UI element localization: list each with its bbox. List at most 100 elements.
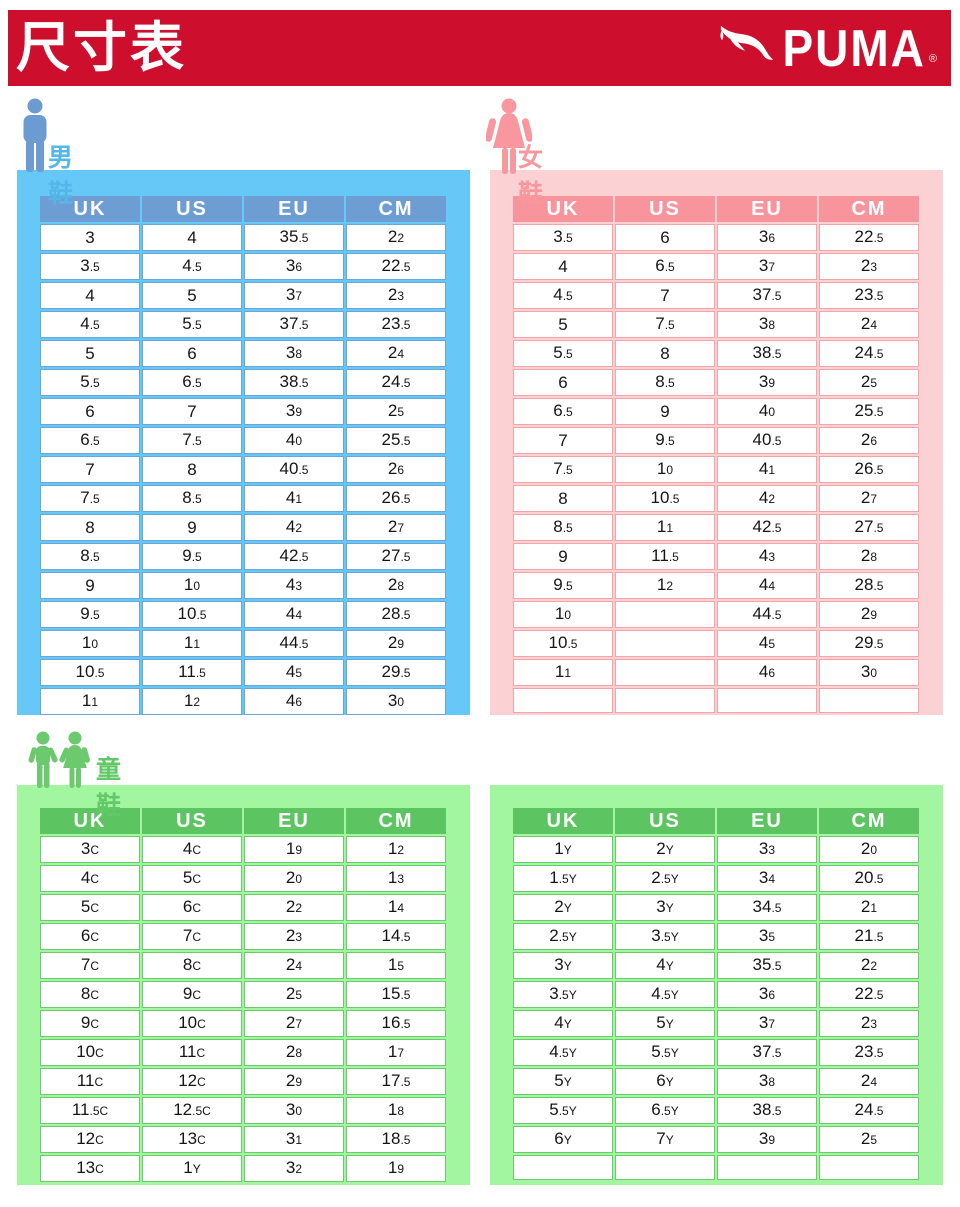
size-row: 2.5Y 3.5Y 35 21.5 bbox=[513, 923, 919, 950]
size-cell: 40.5 bbox=[717, 427, 817, 454]
size-cell bbox=[717, 1155, 817, 1180]
size-cell: 38.5 bbox=[244, 369, 344, 396]
men-panel: UK US EU CM 3 4 35.5 22 3.5 4.5 36 22.5 4 5 37 23 4.5 5.5… bbox=[17, 170, 470, 715]
size-cell: 7.5 bbox=[615, 311, 715, 338]
size-cell: 27.5 bbox=[346, 543, 446, 570]
registered-mark: ® bbox=[928, 53, 937, 65]
size-cell: 22.5 bbox=[819, 981, 919, 1008]
size-cell: 19 bbox=[244, 836, 344, 863]
size-cell: 14.5 bbox=[346, 923, 446, 950]
size-cell: 6.5 bbox=[142, 369, 242, 396]
size-cell: 40 bbox=[717, 398, 817, 425]
size-cell: 4C bbox=[142, 836, 242, 863]
size-cell: 26.5 bbox=[346, 485, 446, 512]
men-size-table: UK US EU CM 3 4 35.5 22 3.5 4.5 36 22.5 4 5 37 23 4.5 5.5… bbox=[38, 194, 448, 717]
size-cell: 36 bbox=[244, 253, 344, 280]
size-cell: 44.5 bbox=[244, 630, 344, 657]
size-cell: 10.5 bbox=[615, 485, 715, 512]
puma-cat-icon bbox=[720, 25, 774, 60]
size-cell: 8 bbox=[615, 340, 715, 367]
size-row: 4.5 5.5 37.5 23.5 bbox=[40, 311, 446, 338]
size-cell bbox=[615, 601, 715, 628]
size-cell: 11 bbox=[142, 630, 242, 657]
size-cell: 39 bbox=[244, 398, 344, 425]
size-cell: 13 bbox=[346, 865, 446, 892]
size-cell: 7.5 bbox=[142, 427, 242, 454]
size-row: 9C 10C 27 16.5 bbox=[40, 1010, 446, 1037]
size-cell: 6 bbox=[142, 340, 242, 367]
size-cell: 24 bbox=[244, 952, 344, 979]
size-cell: 2.5Y bbox=[615, 865, 715, 892]
size-cell: 23.5 bbox=[819, 1039, 919, 1066]
size-cell: 9 bbox=[40, 572, 140, 599]
size-row: 3C 4C 19 12 bbox=[40, 836, 446, 863]
size-cell: 7 bbox=[615, 282, 715, 309]
header-banner: 尺寸表 PUMA ® bbox=[8, 10, 951, 86]
size-cell: 5C bbox=[142, 865, 242, 892]
size-cell: 10.5 bbox=[513, 630, 613, 657]
size-row: 4 5 37 23 bbox=[40, 282, 446, 309]
size-cell: 2Y bbox=[513, 894, 613, 921]
size-cell: 4.5 bbox=[513, 282, 613, 309]
size-row: 9.5 10.5 44 28.5 bbox=[40, 601, 446, 628]
size-cell: 46 bbox=[244, 688, 344, 715]
size-cell: 3.5 bbox=[40, 253, 140, 280]
size-cell bbox=[819, 1155, 919, 1180]
size-row: 10.5 45 29.5 bbox=[513, 630, 919, 657]
size-cell: 25.5 bbox=[346, 427, 446, 454]
size-cell: 35 bbox=[717, 923, 817, 950]
size-cell: 5 bbox=[142, 282, 242, 309]
size-cell: 35.5 bbox=[244, 224, 344, 251]
size-cell: 35.5 bbox=[717, 952, 817, 979]
size-cell: 13C bbox=[40, 1155, 140, 1182]
size-cell: 37 bbox=[717, 1010, 817, 1037]
size-cell: 7C bbox=[40, 952, 140, 979]
size-row: 10.5 11.5 45 29.5 bbox=[40, 659, 446, 686]
size-cell: 5.5Y bbox=[513, 1097, 613, 1124]
size-cell: 38 bbox=[244, 340, 344, 367]
size-cell: 25 bbox=[819, 1126, 919, 1153]
size-cell: 9.5 bbox=[40, 601, 140, 628]
column-header: EU bbox=[244, 196, 344, 222]
size-cell: 21 bbox=[819, 894, 919, 921]
size-cell: 31 bbox=[244, 1126, 344, 1153]
size-cell: 5Y bbox=[615, 1010, 715, 1037]
size-row: 7C 8C 24 15 bbox=[40, 952, 446, 979]
column-header: UK bbox=[40, 196, 140, 222]
size-cell: 12 bbox=[142, 688, 242, 715]
size-cell bbox=[615, 630, 715, 657]
size-cell: 27 bbox=[819, 485, 919, 512]
size-cell: 22.5 bbox=[819, 224, 919, 251]
column-header: UK bbox=[513, 196, 613, 222]
size-cell: 15.5 bbox=[346, 981, 446, 1008]
size-cell: 20.5 bbox=[819, 865, 919, 892]
size-cell: 3Y bbox=[513, 952, 613, 979]
size-row: 7.5 10 41 26.5 bbox=[513, 456, 919, 483]
column-header: CM bbox=[819, 196, 919, 222]
size-cell: 10 bbox=[513, 601, 613, 628]
size-cell: 23.5 bbox=[819, 282, 919, 309]
woman-icon bbox=[486, 98, 532, 174]
size-cell: 10.5 bbox=[40, 659, 140, 686]
size-cell: 11.5 bbox=[142, 659, 242, 686]
size-cell: 27 bbox=[346, 514, 446, 541]
size-cell: 46 bbox=[717, 659, 817, 686]
size-cell: 44 bbox=[717, 572, 817, 599]
size-row: 12C 13C 31 18.5 bbox=[40, 1126, 446, 1153]
size-cell: 5.5 bbox=[142, 311, 242, 338]
size-cell: 8 bbox=[142, 456, 242, 483]
size-cell: 20 bbox=[244, 865, 344, 892]
size-cell: 3 bbox=[40, 224, 140, 251]
column-header: UK bbox=[40, 808, 140, 834]
size-cell: 10C bbox=[40, 1039, 140, 1066]
size-row: 11 46 30 bbox=[513, 659, 919, 686]
size-cell: 6.5 bbox=[615, 253, 715, 280]
size-cell: 22 bbox=[244, 894, 344, 921]
size-cell: 7 bbox=[142, 398, 242, 425]
size-cell: 37 bbox=[244, 282, 344, 309]
size-cell: 26 bbox=[346, 456, 446, 483]
size-cell: 7 bbox=[40, 456, 140, 483]
size-cell: 26 bbox=[819, 427, 919, 454]
size-cell: 9 bbox=[142, 514, 242, 541]
size-cell: 10 bbox=[142, 572, 242, 599]
